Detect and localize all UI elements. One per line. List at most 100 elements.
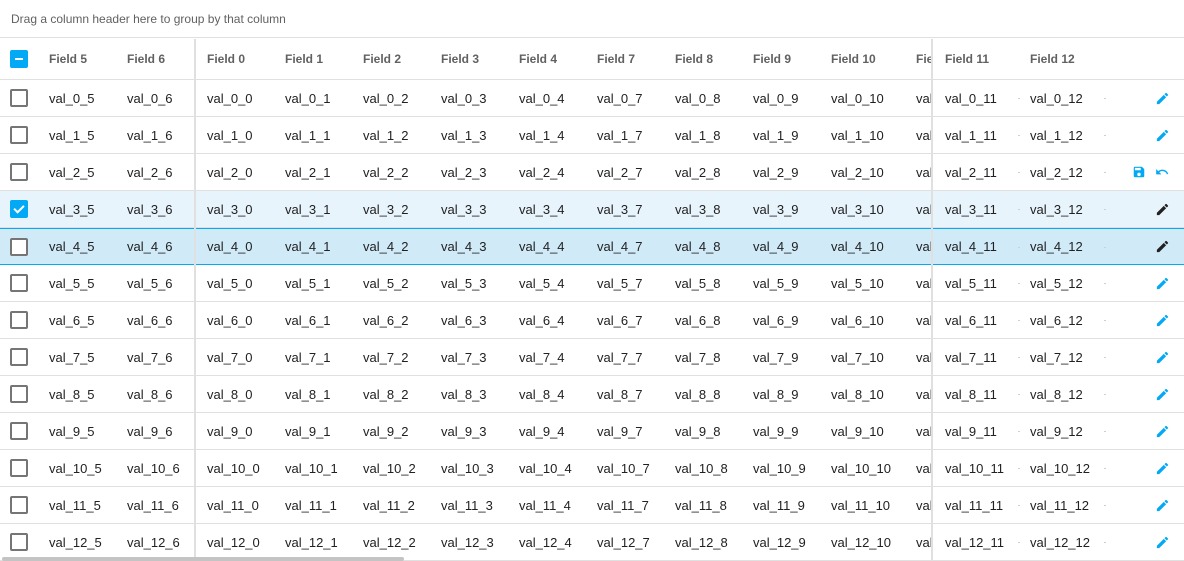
edit-icon[interactable] — [1155, 128, 1170, 143]
table-row[interactable]: val_4_5 val_4_6 val_4_0 val_4_1 val_4_2 val_4… — [0, 228, 1184, 265]
edit-icon[interactable] — [1155, 202, 1170, 217]
edit-icon[interactable] — [1155, 424, 1170, 439]
row-select-checkbox[interactable] — [10, 126, 28, 144]
edit-icon[interactable] — [1155, 313, 1170, 328]
table-cell[interactable]: val_12_2 — [363, 534, 416, 550]
table-cell[interactable]: val_0_3 — [441, 90, 487, 106]
table-cell[interactable]: val_4_1 — [285, 239, 331, 254]
table-cell[interactable]: val_7_12 — [1030, 349, 1083, 365]
column-header-field-6[interactable]: Field 6 — [127, 52, 166, 66]
table-cell[interactable]: val_7_0 — [207, 349, 253, 365]
table-cell[interactable]: val_8_8 — [675, 386, 721, 402]
table-cell[interactable]: val_2_4 — [519, 164, 565, 180]
table-cell[interactable]: val_11_0 — [207, 497, 259, 513]
table-cell[interactable]: val — [916, 460, 931, 476]
table-row[interactable]: val_3_5 val_3_6 val_3_0 val_3_1 val_3_2 val_3… — [0, 191, 1184, 228]
table-cell[interactable]: val_9_0 — [207, 423, 253, 439]
table-cell[interactable]: val_8_11 — [945, 386, 997, 402]
table-cell[interactable]: val_4_10 — [831, 239, 884, 254]
column-header-field-4[interactable]: Field 4 — [519, 52, 558, 66]
table-cell[interactable]: val — [916, 90, 931, 106]
table-cell[interactable]: val_7_10 — [831, 349, 884, 365]
table-cell[interactable]: val_5_8 — [675, 275, 721, 291]
row-select-checkbox[interactable] — [10, 311, 28, 329]
table-cell[interactable]: val_5_1 — [285, 275, 331, 291]
table-cell[interactable]: val_3_12 — [1030, 201, 1083, 217]
table-cell[interactable]: val — [916, 127, 931, 143]
table-cell[interactable]: val_12_10 — [831, 534, 891, 550]
table-cell[interactable]: val_11_3 — [441, 497, 493, 513]
table-cell[interactable]: val_8_10 — [831, 386, 884, 402]
table-cell[interactable]: val_0_8 — [675, 90, 721, 106]
table-row[interactable]: val_10_5 val_10_6 val_10_0 val_10_1 val_10_2… — [0, 450, 1184, 487]
table-cell[interactable]: val_11_10 — [831, 497, 891, 513]
table-cell[interactable]: val_8_1 — [285, 386, 331, 402]
table-cell[interactable]: val — [916, 497, 931, 513]
table-cell[interactable]: val_1_9 — [753, 127, 799, 143]
table-cell[interactable]: val_8_5 — [49, 386, 95, 402]
table-cell[interactable]: val_3_1 — [285, 201, 331, 217]
table-cell[interactable]: val — [916, 275, 931, 291]
column-header-field-10[interactable]: Field 10 — [831, 52, 876, 66]
table-row[interactable]: val_11_5 val_11_6 val_11_0 val_11_1 val_11_2… — [0, 487, 1184, 524]
table-cell[interactable]: val_9_6 — [127, 423, 173, 439]
table-cell[interactable]: val — [916, 239, 931, 254]
table-cell[interactable]: val_7_9 — [753, 349, 799, 365]
column-header-field-9[interactable]: Field 9 — [753, 52, 792, 66]
table-cell[interactable]: val_1_7 — [597, 127, 643, 143]
table-cell[interactable]: val_5_4 — [519, 275, 565, 291]
table-cell[interactable]: val_10_11 — [945, 460, 1005, 476]
table-cell[interactable]: val_11_8 — [675, 497, 727, 513]
table-cell[interactable]: val_5_11 — [945, 275, 997, 291]
table-cell[interactable]: val_2_3 — [441, 164, 487, 180]
table-cell[interactable]: val — [916, 534, 931, 550]
table-cell[interactable]: val_11_2 — [363, 497, 415, 513]
table-cell[interactable]: val_5_6 — [127, 275, 173, 291]
table-row[interactable]: val_6_5 val_6_6 val_6_0 val_6_1 val_6_2 val_6… — [0, 302, 1184, 339]
table-cell[interactable]: val_6_5 — [49, 312, 95, 328]
row-select-checkbox[interactable] — [10, 385, 28, 403]
table-cell[interactable]: val_8_9 — [753, 386, 799, 402]
table-cell[interactable]: val_1_11 — [945, 127, 997, 143]
table-cell[interactable]: val_7_1 — [285, 349, 331, 365]
table-cell[interactable]: val_10_9 — [753, 460, 806, 476]
table-cell[interactable]: val_0_6 — [127, 90, 173, 106]
table-cell[interactable]: val_1_5 — [49, 127, 95, 143]
table-cell[interactable]: val_2_8 — [675, 164, 721, 180]
table-cell[interactable]: val_12_4 — [519, 534, 572, 550]
table-cell[interactable]: val_1_4 — [519, 127, 565, 143]
edit-icon[interactable] — [1155, 461, 1170, 476]
table-cell[interactable]: val_10_8 — [675, 460, 728, 476]
table-cell[interactable]: val_8_12 — [1030, 386, 1083, 402]
table-cell[interactable]: val_6_6 — [127, 312, 173, 328]
table-cell[interactable]: val_3_5 — [49, 201, 95, 217]
table-cell[interactable]: val_7_7 — [597, 349, 643, 365]
row-select-checkbox[interactable] — [10, 459, 28, 477]
group-panel[interactable]: Drag a column header here to group by th… — [0, 0, 1184, 38]
table-cell[interactable]: val_10_3 — [441, 460, 494, 476]
column-header-field-11[interactable]: Field 11 — [945, 52, 990, 66]
table-cell[interactable]: val_10_2 — [363, 460, 416, 476]
table-cell[interactable]: val_12_0 — [207, 534, 260, 550]
table-cell[interactable]: val_3_8 — [675, 201, 721, 217]
table-cell[interactable]: val_12_9 — [753, 534, 806, 550]
table-cell[interactable]: val_3_10 — [831, 201, 884, 217]
table-cell[interactable]: val_12_11 — [945, 534, 1005, 550]
table-cell[interactable]: val_6_11 — [945, 312, 997, 328]
table-cell[interactable]: val_6_7 — [597, 312, 643, 328]
table-cell[interactable]: val_12_6 — [127, 534, 180, 550]
table-cell[interactable]: val_1_2 — [363, 127, 409, 143]
select-all-checkbox[interactable] — [10, 50, 28, 68]
table-cell[interactable]: val_0_5 — [49, 90, 95, 106]
row-select-checkbox[interactable] — [10, 274, 28, 292]
table-cell[interactable]: val_11_11 — [945, 497, 1004, 513]
column-header-field-3[interactable]: Field 3 — [441, 52, 480, 66]
table-cell[interactable]: val — [916, 201, 931, 217]
table-cell[interactable]: val_3_9 — [753, 201, 799, 217]
table-cell[interactable]: val_0_2 — [363, 90, 409, 106]
table-cell[interactable]: val_3_7 — [597, 201, 643, 217]
table-row[interactable]: val_7_5 val_7_6 val_7_0 val_7_1 val_7_2 val_7… — [0, 339, 1184, 376]
table-cell[interactable]: val_4_9 — [753, 239, 799, 254]
table-cell[interactable]: val_10_10 — [831, 460, 891, 476]
table-cell[interactable]: val_11_4 — [519, 497, 571, 513]
